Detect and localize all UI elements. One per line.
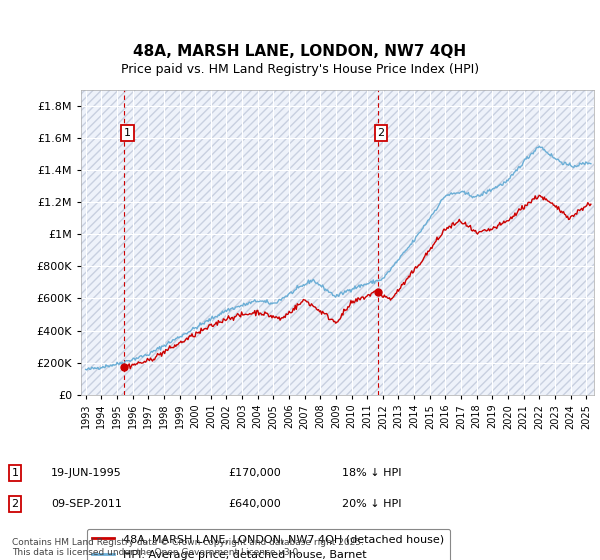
- Legend: 48A, MARSH LANE, LONDON, NW7 4QH (detached house), HPI: Average price, detached : 48A, MARSH LANE, LONDON, NW7 4QH (detach…: [86, 529, 450, 560]
- Text: 18% ↓ HPI: 18% ↓ HPI: [342, 468, 401, 478]
- Text: 1: 1: [124, 128, 131, 138]
- Text: 20% ↓ HPI: 20% ↓ HPI: [342, 499, 401, 509]
- Text: £640,000: £640,000: [228, 499, 281, 509]
- Text: 2: 2: [377, 128, 385, 138]
- Text: 19-JUN-1995: 19-JUN-1995: [51, 468, 122, 478]
- Text: £170,000: £170,000: [228, 468, 281, 478]
- Text: 2: 2: [11, 499, 19, 509]
- Text: Price paid vs. HM Land Registry's House Price Index (HPI): Price paid vs. HM Land Registry's House …: [121, 63, 479, 76]
- Text: 1: 1: [11, 468, 19, 478]
- Text: 48A, MARSH LANE, LONDON, NW7 4QH: 48A, MARSH LANE, LONDON, NW7 4QH: [133, 44, 467, 59]
- Text: 09-SEP-2011: 09-SEP-2011: [51, 499, 122, 509]
- Text: Contains HM Land Registry data © Crown copyright and database right 2025.
This d: Contains HM Land Registry data © Crown c…: [12, 538, 364, 557]
